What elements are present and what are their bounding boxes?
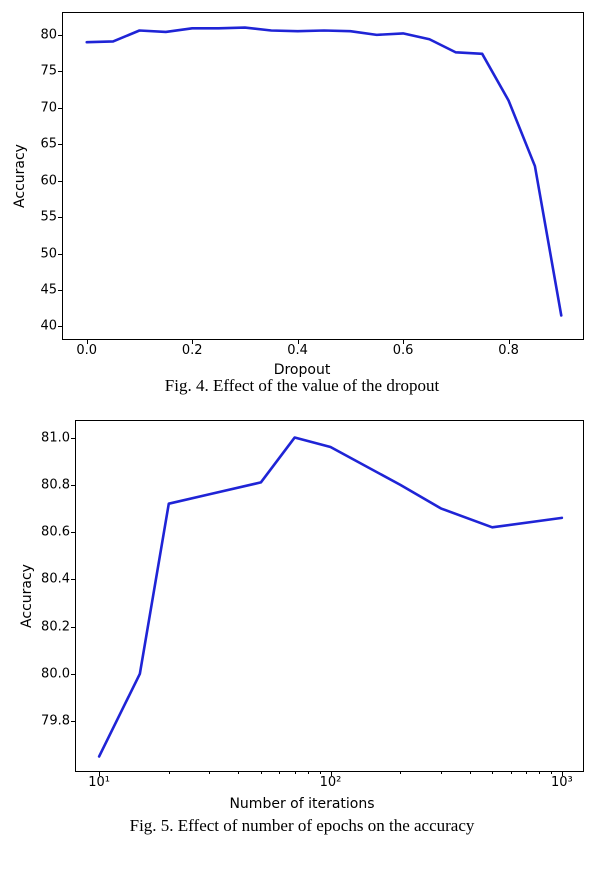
chart2-xtick-label: 10¹ (88, 771, 110, 790)
chart1-ytick-label: 65 (40, 137, 63, 152)
chart2-ytick-label: 81.0 (41, 430, 76, 445)
chart2-xtick-minor (169, 771, 170, 774)
iterations-accuracy-chart: 79.880.080.280.480.680.881.010¹10²10³ Ac… (0, 408, 604, 868)
chart1-xtick-label: 0.4 (287, 339, 308, 358)
chart1-line (63, 13, 585, 341)
chart2-ytick-label: 80.2 (41, 619, 76, 634)
chart1-caption: Fig. 4. Effect of the value of the dropo… (165, 376, 439, 396)
chart2-line (76, 421, 585, 773)
chart2-xtick-minor (441, 771, 442, 774)
chart2-ylabel: Accuracy (19, 564, 35, 628)
chart1-ytick-label: 50 (40, 246, 63, 261)
chart2-xtick-minor (400, 771, 401, 774)
chart2-xlabel: Number of iterations (229, 796, 374, 812)
chart2-xtick-minor (238, 771, 239, 774)
chart2-ytick-label: 80.4 (41, 572, 76, 587)
chart2-ytick-label: 79.8 (41, 714, 76, 729)
chart2-xtick-minor (526, 771, 527, 774)
chart1-ytick-label: 55 (40, 210, 63, 225)
chart1-ytick-label: 80 (40, 27, 63, 42)
chart1-plot-area: 4045505560657075800.00.20.40.60.8 (62, 12, 584, 340)
chart2-xtick-label: 10³ (551, 771, 573, 790)
chart1-ytick-label: 75 (40, 64, 63, 79)
chart2-ytick-label: 80.8 (41, 477, 76, 492)
chart2-xtick-minor (492, 771, 493, 774)
chart1-xtick-label: 0.0 (76, 339, 97, 358)
chart2-caption: Fig. 5. Effect of number of epochs on th… (130, 816, 475, 836)
chart2-xtick-minor (551, 771, 552, 774)
chart2-xtick-minor (320, 771, 321, 774)
chart2-xtick-minor (295, 771, 296, 774)
dropout-accuracy-chart: 4045505560657075800.00.20.40.60.8 Accura… (0, 0, 604, 398)
chart2-xtick-minor (511, 771, 512, 774)
chart2-xtick-minor (279, 771, 280, 774)
chart1-ytick-label: 40 (40, 319, 63, 334)
chart2-xtick-minor (308, 771, 309, 774)
chart1-ylabel: Accuracy (12, 144, 28, 208)
chart1-ytick-label: 70 (40, 100, 63, 115)
chart2-xtick-minor (261, 771, 262, 774)
chart2-ytick-label: 80.6 (41, 525, 76, 540)
chart1-xtick-label: 0.6 (393, 339, 414, 358)
chart1-ytick-label: 60 (40, 173, 63, 188)
chart2-xtick-minor (470, 771, 471, 774)
chart2-plot-area: 79.880.080.280.480.680.881.010¹10²10³ (75, 420, 584, 772)
chart1-xtick-label: 0.2 (182, 339, 203, 358)
chart1-xtick-label: 0.8 (498, 339, 519, 358)
chart2-xtick-minor (209, 771, 210, 774)
chart2-xtick-label: 10² (320, 771, 342, 790)
chart1-ytick-label: 45 (40, 282, 63, 297)
chart2-xtick-minor (539, 771, 540, 774)
chart2-ytick-label: 80.0 (41, 666, 76, 681)
